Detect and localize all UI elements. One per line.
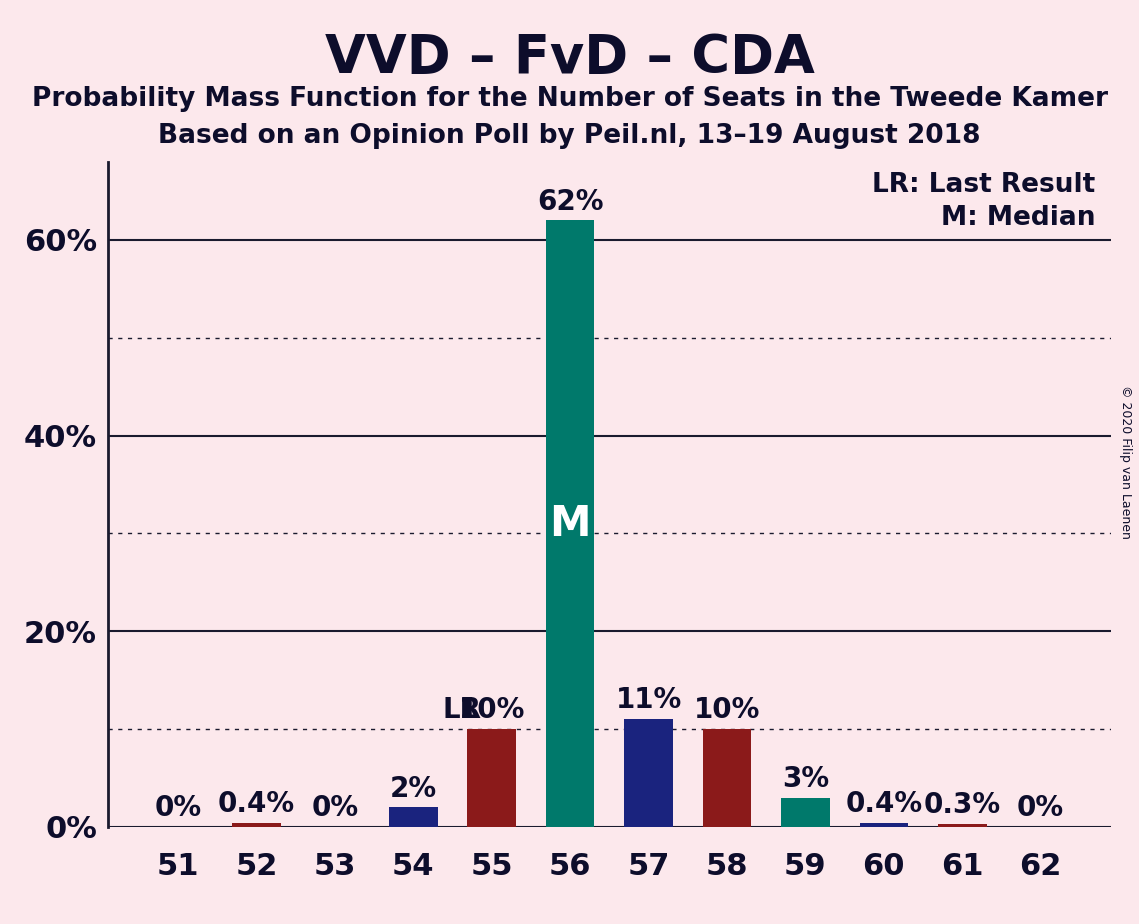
- Bar: [546, 221, 595, 827]
- Text: LR: LR: [442, 697, 482, 724]
- Bar: [232, 823, 281, 827]
- Text: 0%: 0%: [155, 794, 202, 822]
- Text: 0%: 0%: [311, 794, 359, 822]
- Text: M: M: [549, 503, 591, 544]
- Text: 11%: 11%: [615, 687, 682, 714]
- Text: 0.4%: 0.4%: [845, 790, 923, 818]
- Bar: [703, 729, 752, 827]
- Bar: [624, 720, 673, 827]
- Text: VVD – FvD – CDA: VVD – FvD – CDA: [325, 32, 814, 84]
- Text: LR: Last Result: LR: Last Result: [872, 172, 1096, 198]
- Text: 10%: 10%: [459, 697, 525, 724]
- Text: Based on an Opinion Poll by Peil.nl, 13–19 August 2018: Based on an Opinion Poll by Peil.nl, 13–…: [158, 123, 981, 149]
- Text: Probability Mass Function for the Number of Seats in the Tweede Kamer: Probability Mass Function for the Number…: [32, 86, 1107, 112]
- Bar: [467, 729, 516, 827]
- Text: © 2020 Filip van Laenen: © 2020 Filip van Laenen: [1118, 385, 1132, 539]
- Text: M: Median: M: Median: [941, 205, 1096, 231]
- Bar: [860, 823, 908, 827]
- Bar: [390, 808, 437, 827]
- Bar: [937, 824, 986, 827]
- Bar: [781, 797, 829, 827]
- Text: 3%: 3%: [781, 765, 829, 793]
- Text: 10%: 10%: [694, 697, 760, 724]
- Text: 0%: 0%: [1017, 794, 1064, 822]
- Text: 62%: 62%: [536, 188, 604, 215]
- Text: 0.4%: 0.4%: [218, 790, 295, 818]
- Text: 0.3%: 0.3%: [924, 791, 1001, 820]
- Text: 2%: 2%: [390, 774, 437, 803]
